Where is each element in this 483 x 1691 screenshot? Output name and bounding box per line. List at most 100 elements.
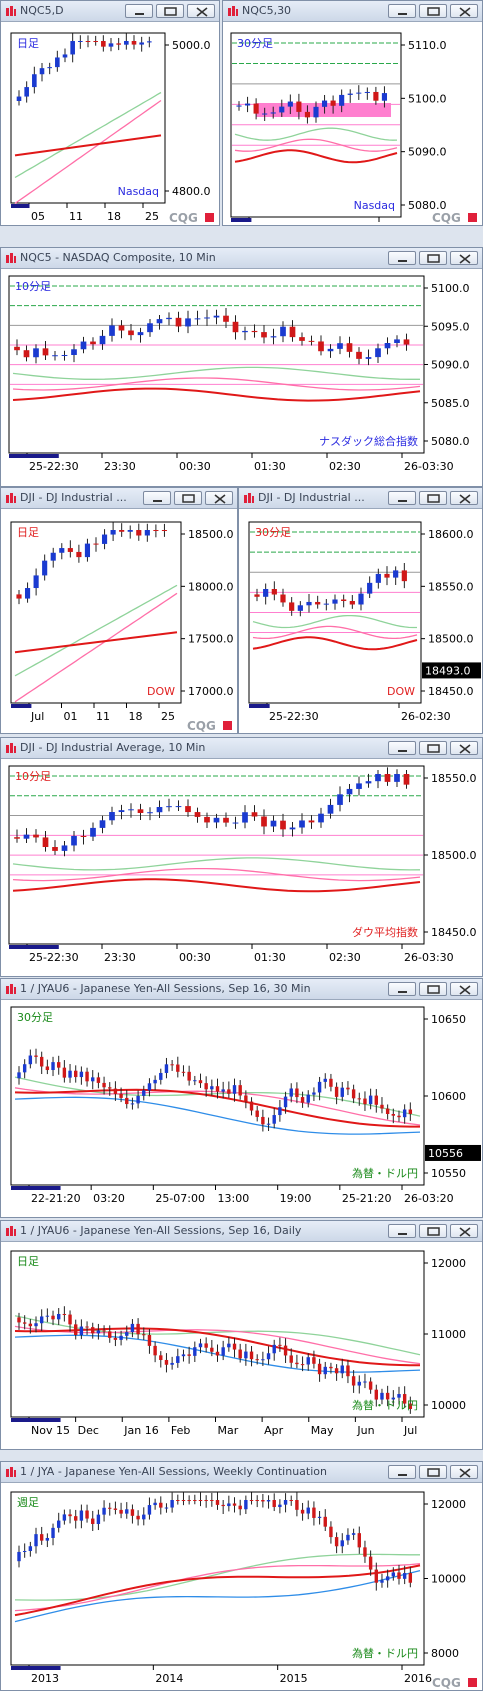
candle-body: [283, 1500, 288, 1505]
chart-window-5[interactable]: DJI - DJ Industrial ... 18600.0 18550.0 185…: [238, 487, 483, 734]
candle-body: [213, 315, 220, 318]
title-bar[interactable]: 1 / JYAU6 - Japanese Yen-All Sessions, S…: [1, 979, 482, 1000]
title-bar[interactable]: DJI - DJ Industrial Average, 10 Min: [1, 738, 482, 759]
chart-window-2[interactable]: NQC5,30 5110.0 5100.0 5090.0 5080.0 25-22:30 2…: [222, 0, 483, 226]
chart-canvas[interactable]: 18500.0 18000.0 17500.0 17000.0 Jul 01 11 18 25 日…: [1, 509, 238, 734]
candle-body: [384, 342, 391, 349]
restore-button[interactable]: [419, 982, 447, 996]
minimize-button[interactable]: [125, 4, 153, 18]
candle-body: [108, 1087, 112, 1089]
time-scroll-bar[interactable]: [11, 204, 30, 208]
candle-body: [244, 1500, 248, 1510]
time-scroll-bar[interactable]: [9, 454, 59, 458]
y-tick-label: 17500.0: [188, 633, 234, 646]
plot-area[interactable]: [10, 1250, 425, 1418]
candle-body: [308, 340, 315, 342]
chart-canvas[interactable]: 5000.0 4800.0 05 11 18 25 日足 Nasdaq CQG: [1, 22, 220, 226]
close-button[interactable]: [450, 251, 478, 265]
candle-body: [204, 1343, 208, 1348]
close-button[interactable]: [450, 1465, 478, 1479]
chart-window-4[interactable]: DJI - DJ Industrial ... 18500.0 18000.0 175…: [0, 487, 238, 734]
time-scroll-bar[interactable]: [11, 1418, 61, 1422]
close-button[interactable]: [450, 4, 478, 18]
close-button[interactable]: [450, 741, 478, 755]
close-button[interactable]: [450, 491, 478, 505]
close-button[interactable]: [450, 982, 478, 996]
candle-body: [242, 330, 248, 333]
chart-window-9[interactable]: 1 / JYA - Japanese Yen-All Sessions, Wee…: [0, 1461, 483, 1691]
title-bar[interactable]: NQC5,D: [1, 1, 219, 22]
chart-canvas[interactable]: 10650 10600 10550 10556 22-21:20 03:20 25-07:0…: [1, 1000, 483, 1218]
time-scroll-bar[interactable]: [11, 1186, 61, 1190]
time-scroll-bar[interactable]: [249, 704, 270, 708]
chart-canvas[interactable]: 12000 11000 10000 Nov 15 Dec Jan 16 Feb Mar Apr M…: [1, 1242, 483, 1450]
close-button[interactable]: [205, 491, 233, 505]
window-title: 1 / JYAU6 - Japanese Yen-All Sessions, S…: [20, 1224, 302, 1237]
chart-window-7[interactable]: 1 / JYAU6 - Japanese Yen-All Sessions, S…: [0, 978, 483, 1218]
chart-canvas[interactable]: 5110.0 5100.0 5090.0 5080.0 25-22:30 26-02:30…: [223, 22, 483, 226]
restore-button[interactable]: [419, 491, 447, 505]
candle-body: [204, 317, 210, 319]
title-bar[interactable]: 1 / JYA - Japanese Yen-All Sessions, Wee…: [1, 1462, 482, 1483]
candle-body: [99, 820, 106, 828]
candle-body: [391, 1113, 396, 1116]
candle-body: [147, 1505, 152, 1515]
restore-button[interactable]: [156, 4, 184, 18]
chart-window-1[interactable]: NQC5,D 5000.0 4800.0 05 11 18 25 日足 Nasdaq CQG: [0, 0, 220, 226]
plot-area[interactable]: [10, 1491, 425, 1666]
title-bar[interactable]: DJI - DJ Industrial ...: [239, 488, 482, 509]
chart-window-6[interactable]: DJI - DJ Industrial Average, 10 Min 18550…: [0, 737, 483, 977]
time-scroll-bar[interactable]: [11, 704, 32, 708]
minimize-button[interactable]: [388, 491, 416, 505]
minimize-button[interactable]: [388, 251, 416, 265]
close-button[interactable]: [187, 4, 215, 18]
chart-canvas[interactable]: 18600.0 18550.0 18500.0 18450.0 18493.0 25-22…: [239, 509, 483, 734]
title-bar[interactable]: DJI - DJ Industrial ...: [1, 488, 237, 509]
app-icon: [228, 6, 238, 16]
period-label: 週足: [17, 1496, 39, 1509]
x-tick-label: 18: [107, 210, 121, 223]
candle-body: [380, 1580, 384, 1583]
candle-body: [101, 41, 106, 47]
restore-button[interactable]: [174, 491, 202, 505]
title-bar[interactable]: 1 / JYAU6 - Japanese Yen-All Sessions, S…: [1, 1221, 482, 1242]
y-tick-label: 18450.0: [431, 926, 477, 939]
window-title: NQC5 - NASDAQ Composite, 10 Min: [20, 251, 216, 264]
plot-area[interactable]: [10, 521, 182, 704]
restore-icon: [427, 1227, 440, 1236]
close-button[interactable]: [450, 1224, 478, 1238]
candle-body: [147, 1083, 152, 1091]
chart-canvas[interactable]: 18550.0 18500.0 18450.0 25-22:30 23:30 00:30 0…: [1, 759, 483, 977]
chart-window-3[interactable]: NQC5 - NASDAQ Composite, 10 Min 5100.0 509…: [0, 247, 483, 487]
candle-body: [368, 1556, 373, 1570]
restore-button[interactable]: [419, 1224, 447, 1238]
restore-icon: [427, 985, 440, 994]
chart-canvas[interactable]: 5100.0 5095.0 5090.0 5085.0 5080.0 25-22:30 23…: [1, 269, 483, 487]
close-icon: [459, 494, 471, 504]
candle-body: [198, 1343, 203, 1348]
minimize-button[interactable]: [388, 1465, 416, 1479]
title-bar[interactable]: NQC5 - NASDAQ Composite, 10 Min: [1, 248, 482, 269]
restore-button[interactable]: [419, 1465, 447, 1479]
x-tick-label: 25-21:20: [342, 1192, 392, 1205]
minimize-button[interactable]: [143, 491, 171, 505]
minimize-button[interactable]: [388, 1224, 416, 1238]
restore-button[interactable]: [419, 4, 447, 18]
candle-body: [109, 812, 115, 821]
restore-button[interactable]: [419, 251, 447, 265]
restore-button[interactable]: [419, 741, 447, 755]
time-scroll-bar[interactable]: [231, 218, 252, 222]
minimize-button[interactable]: [388, 982, 416, 996]
time-scroll-bar[interactable]: [11, 1666, 61, 1670]
minimize-button[interactable]: [388, 741, 416, 755]
candle-body: [347, 93, 353, 95]
minimize-button[interactable]: [388, 4, 416, 18]
y-tick-label: 18000.0: [188, 580, 234, 593]
chart-window-8[interactable]: 1 / JYAU6 - Japanese Yen-All Sessions, S…: [0, 1220, 483, 1450]
plot-area[interactable]: [10, 32, 166, 204]
time-scroll-bar[interactable]: [9, 945, 59, 949]
candle-body: [374, 1569, 379, 1583]
minimize-icon: [135, 13, 144, 15]
title-bar[interactable]: NQC5,30: [223, 1, 482, 22]
